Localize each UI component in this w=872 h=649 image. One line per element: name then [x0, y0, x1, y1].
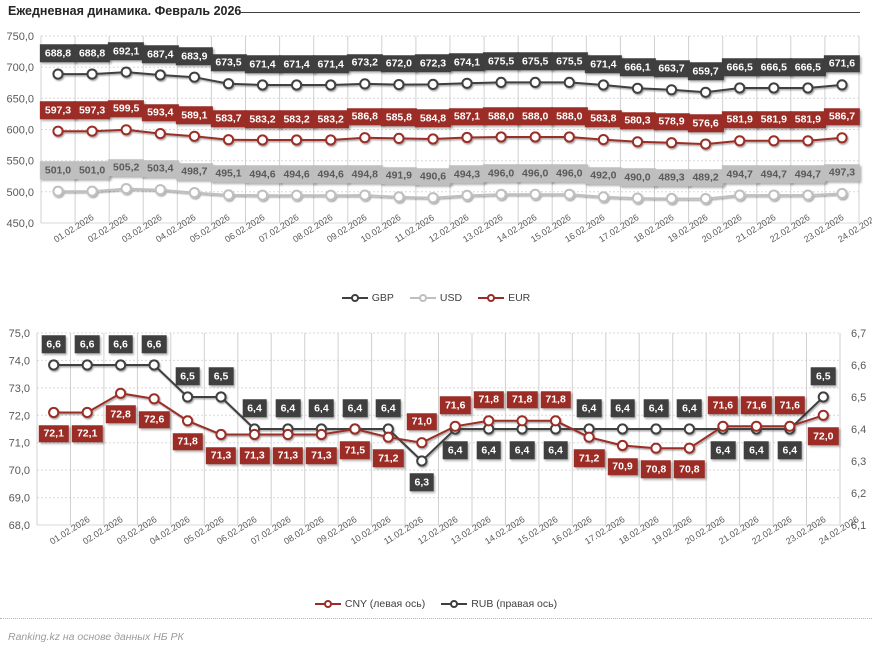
svg-text:6,5: 6,5	[851, 392, 866, 404]
svg-text:72,0: 72,0	[9, 410, 30, 422]
svg-text:70,0: 70,0	[9, 465, 30, 477]
svg-text:71,0: 71,0	[9, 438, 30, 450]
svg-text:6,2: 6,2	[851, 488, 866, 500]
svg-text:73,0: 73,0	[9, 383, 30, 395]
svg-text:74,0: 74,0	[9, 355, 30, 367]
svg-text:68,0: 68,0	[9, 520, 30, 532]
svg-text:6,7: 6,7	[851, 328, 866, 340]
svg-text:6,4: 6,4	[851, 424, 866, 436]
svg-text:69,0: 69,0	[9, 493, 30, 505]
svg-text:6,6: 6,6	[851, 360, 866, 372]
svg-text:75,0: 75,0	[9, 328, 30, 340]
svg-text:6,3: 6,3	[851, 456, 866, 468]
